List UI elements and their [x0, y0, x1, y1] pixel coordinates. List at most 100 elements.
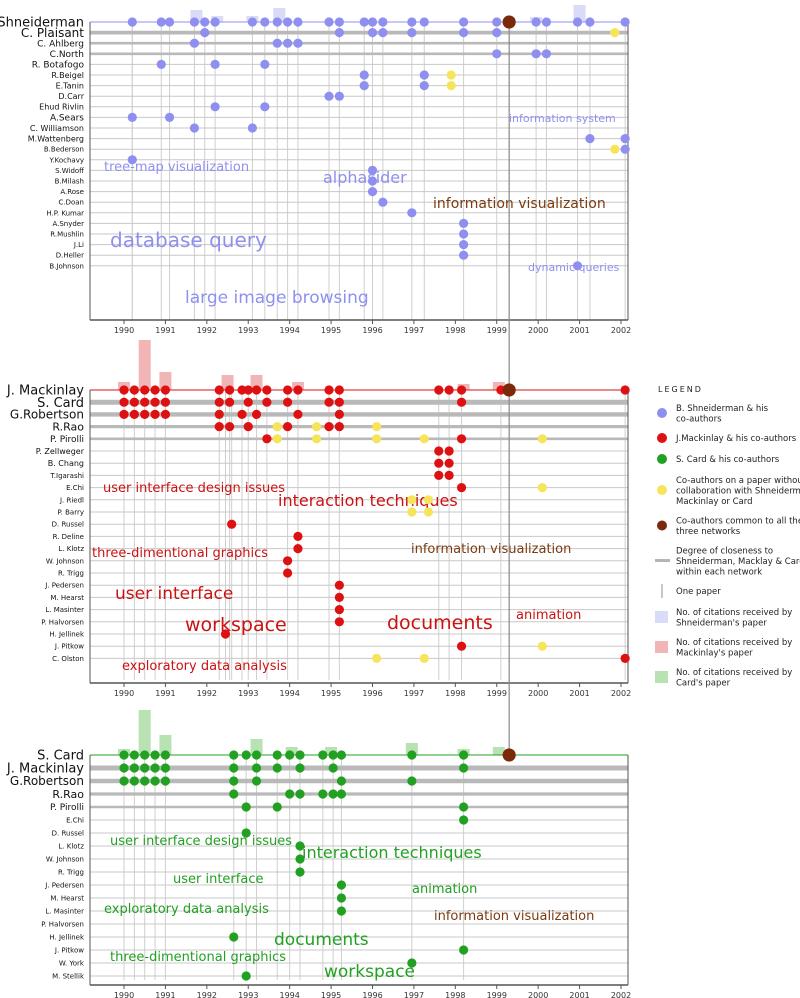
- coauthor-dot: [119, 763, 129, 773]
- outside-coauthor-dot: [372, 422, 382, 432]
- topic-keyword: interaction techniques: [302, 843, 482, 862]
- coauthor-dot: [241, 750, 251, 760]
- coauthor-dot: [367, 17, 378, 27]
- coauthor-dot: [160, 385, 171, 395]
- coauthor-dot: [407, 208, 417, 218]
- coauthor-dot: [282, 568, 293, 578]
- topic-keyword: workspace: [324, 962, 415, 982]
- coauthor-dot: [434, 446, 444, 456]
- author-label: R. Trigg: [58, 868, 84, 876]
- coauthor-dot: [251, 776, 262, 786]
- coauthor-dot: [407, 27, 417, 38]
- coauthor-dot: [444, 470, 454, 480]
- outside-coauthor-dot: [537, 434, 547, 444]
- legend-title: LEGEND: [658, 385, 703, 394]
- topic-keyword: database query: [110, 228, 267, 252]
- coauthor-dot: [459, 229, 469, 239]
- coauthor-dot: [293, 544, 303, 554]
- coauthor-dot: [210, 17, 220, 27]
- topic-keyword: user interface: [173, 872, 263, 887]
- coauthor-dot: [293, 409, 303, 419]
- author-label: B. Shneiderman: [0, 16, 84, 31]
- year-label: 1996: [362, 991, 382, 998]
- topic-keyword: three-dimentional graphics: [110, 950, 286, 965]
- coauthor-dot: [160, 750, 171, 760]
- coauthor-dot: [129, 397, 139, 407]
- coauthor-dot: [210, 59, 220, 69]
- coauthor-dot: [260, 59, 270, 69]
- coauthor-dot: [324, 422, 334, 432]
- coauthor-dot: [334, 409, 344, 419]
- outside-coauthor-dot: [407, 507, 417, 517]
- coauthor-dot: [585, 134, 595, 144]
- coauthor-dot: [150, 409, 160, 419]
- coauthor-dot: [459, 815, 469, 825]
- outside-coauthor-dot: [610, 27, 620, 38]
- author-label: L. Masinter: [45, 606, 84, 614]
- coauthor-dot: [456, 397, 467, 407]
- year-label: 1992: [197, 689, 217, 698]
- legend-item-text: J.Mackinlay & his co-authors: [675, 434, 797, 444]
- coauthor-dot: [456, 434, 467, 444]
- coauthor-dot: [260, 102, 270, 112]
- coauthor-dot: [620, 144, 630, 154]
- legend-item-text: Co-authors on a paper without: [676, 476, 800, 486]
- coauthor-dot: [272, 763, 282, 773]
- citation-bar: [138, 710, 151, 755]
- year-label: 2001: [569, 689, 589, 698]
- author-label: A.Snyder: [52, 220, 84, 228]
- author-label: A.Rose: [60, 188, 84, 196]
- author-label: M.Wattenberg: [28, 134, 84, 143]
- coauthor-dot: [293, 531, 303, 542]
- coauthor-dot: [225, 385, 235, 395]
- year-label: 1996: [362, 326, 382, 335]
- coauthor-dot: [241, 971, 251, 981]
- coauthor-dot: [367, 165, 378, 175]
- year-label: 1998: [445, 689, 465, 698]
- coauthor-dot: [229, 789, 239, 799]
- coauthor-dot: [336, 893, 347, 903]
- coauthor-dot: [247, 17, 257, 27]
- coauthor-dot: [119, 409, 129, 419]
- topic-keyword: tree-map visualization: [104, 160, 249, 175]
- coauthor-dot: [334, 91, 344, 101]
- coauthor-dot: [459, 763, 469, 773]
- author-label: L. Klotz: [58, 545, 84, 553]
- topic-keyword: large image browsing: [185, 288, 369, 308]
- legend-swatch-dot: [657, 520, 667, 531]
- year-label: 1992: [197, 326, 217, 335]
- coauthor-dot: [367, 187, 378, 197]
- coauthor-dot: [318, 789, 328, 799]
- author-label: B.Johnson: [49, 262, 84, 270]
- author-label: B.Milash: [55, 177, 84, 185]
- coauthor-dot: [156, 17, 166, 27]
- coauthor-dot: [359, 70, 369, 80]
- coauthor-dot: [227, 519, 237, 529]
- legend-item-text: Shneiderman, Macklay & Card: [676, 557, 800, 567]
- topic-keyword: three-dimentional graphics: [92, 546, 268, 561]
- author-label: G.Robertson: [10, 408, 84, 422]
- outside-coauthor-dot: [537, 483, 547, 493]
- legend-swatch-dot: [657, 408, 667, 418]
- legend-item-text: three networks: [676, 527, 741, 537]
- coauthor-dot: [189, 38, 200, 48]
- author-label: R. Botafogo: [32, 61, 85, 71]
- year-label: 1998: [445, 326, 465, 335]
- coauthor-dot: [164, 17, 175, 27]
- coauthor-dot: [456, 641, 467, 651]
- topic-keyword: information system: [509, 112, 616, 125]
- topic-keyword: exploratory data analysis: [104, 902, 269, 917]
- coauthor-dot: [434, 470, 444, 480]
- year-label: 1990: [114, 991, 134, 998]
- year-label: 1999: [487, 991, 507, 998]
- author-label: E.Chi: [66, 816, 84, 824]
- author-label: A.Sears: [50, 114, 84, 124]
- author-label: H. Jellinek: [49, 630, 85, 638]
- coauthor-dot: [164, 112, 175, 122]
- coauthor-dot: [378, 17, 388, 27]
- coauthor-dot: [407, 958, 417, 968]
- coauthor-dot: [160, 397, 171, 407]
- year-label: 2002: [611, 689, 631, 698]
- year-label: 1995: [321, 991, 341, 998]
